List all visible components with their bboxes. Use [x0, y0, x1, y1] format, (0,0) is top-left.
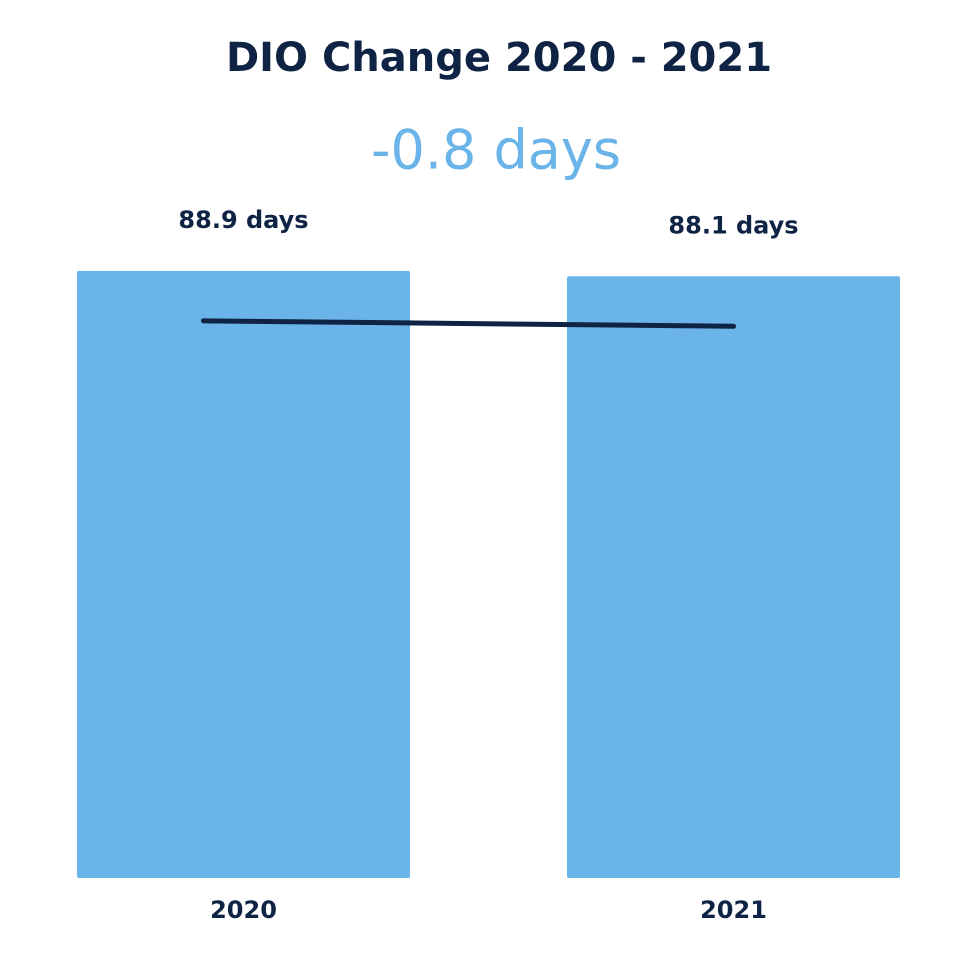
- chart-subtitle: -0.8 days: [371, 119, 621, 182]
- value-label: 88.1 days: [668, 211, 798, 239]
- x-tick-label: 2020: [210, 896, 277, 924]
- x-tick-label: 2021: [700, 896, 767, 924]
- value-label: 88.9 days: [178, 206, 308, 234]
- trend-line: [201, 318, 736, 329]
- bar: [77, 270, 410, 878]
- chart-title: DIO Change 2020 - 2021: [226, 35, 772, 81]
- bar: [567, 276, 900, 879]
